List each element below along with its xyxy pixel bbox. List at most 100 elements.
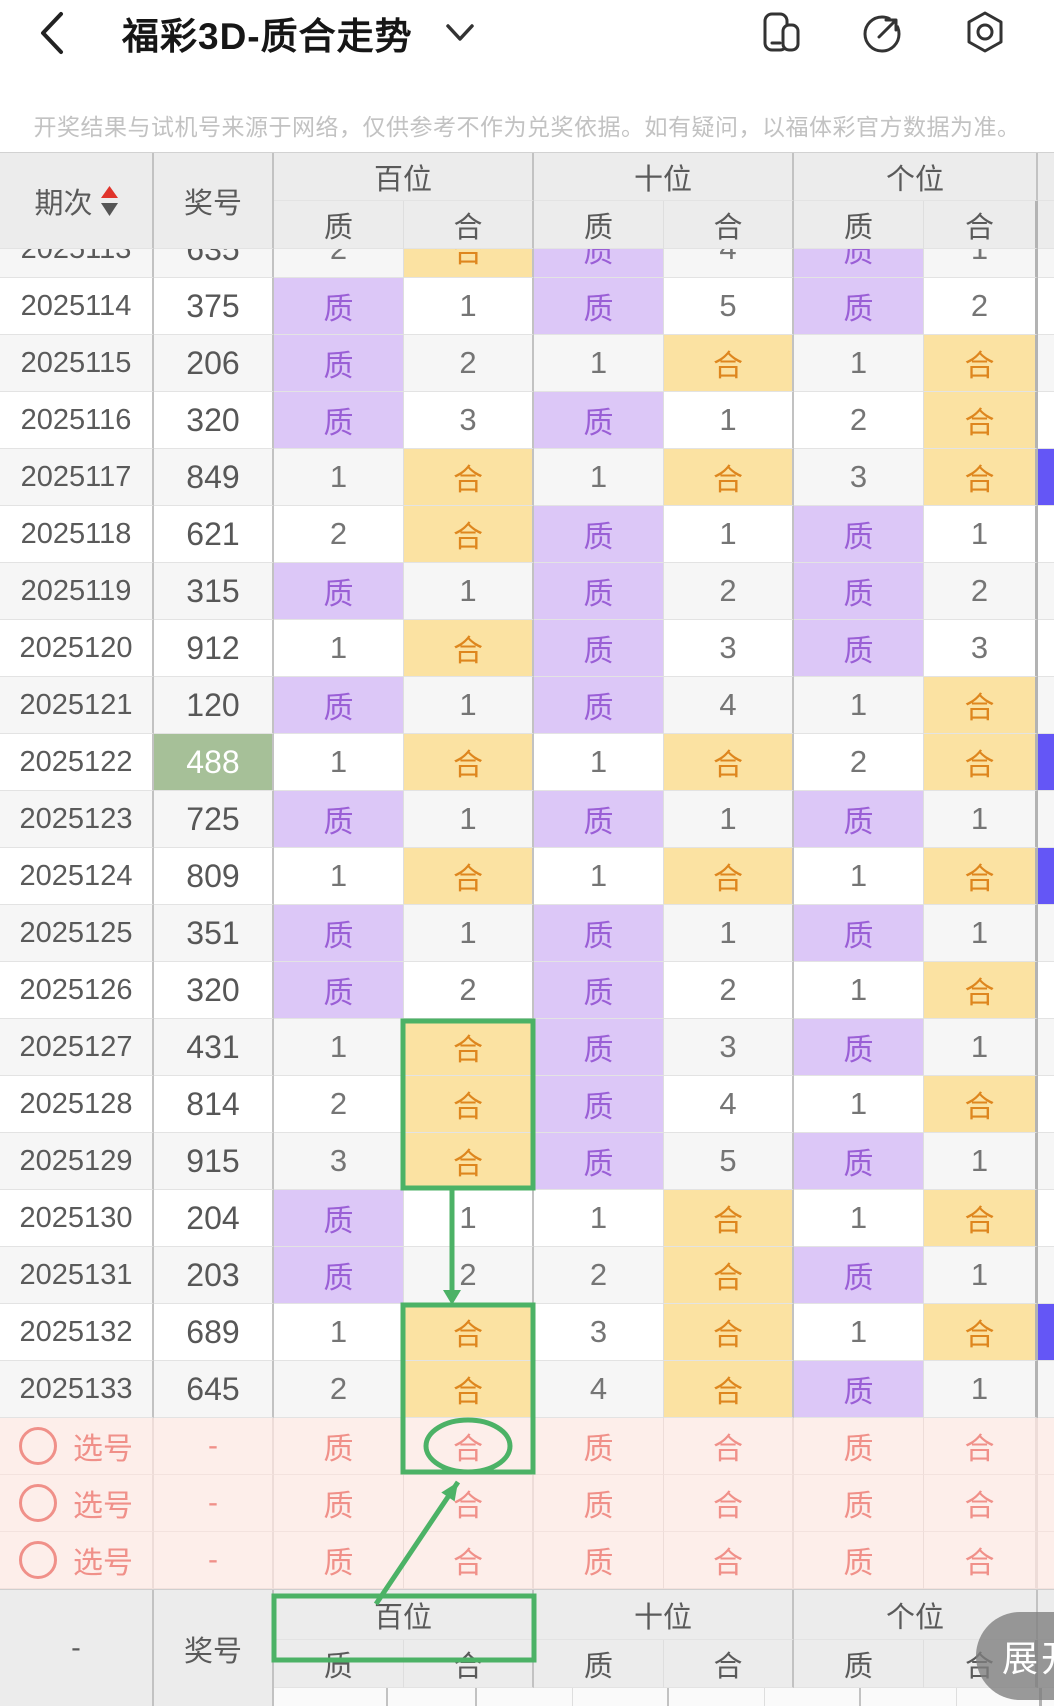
omission-cell: 1 (924, 1019, 1038, 1076)
share-button[interactable] (860, 10, 906, 56)
zhi-cell: 质 (534, 278, 664, 335)
draw-number-cell: 204 (154, 1190, 274, 1247)
draw-number-cell: 635 (154, 249, 274, 278)
omission-cell: 1 (404, 677, 534, 734)
he-cell: 合 (404, 506, 534, 563)
table-row: 2025126 320 质 2 质 2 1 合 (0, 962, 1054, 1019)
share-icon (863, 15, 901, 53)
footer-subheader-cell: 合 (664, 1640, 794, 1688)
pages-button[interactable] (758, 10, 804, 56)
table-row: 2025117 849 1 合 1 合 3 合 (0, 449, 1054, 506)
he-cell: 合 (664, 449, 794, 506)
subheader-cell: 合 (664, 201, 794, 249)
draw-number-cell: 375 (154, 278, 274, 335)
footer-subheader-cell: 合 (404, 1640, 534, 1688)
radio-circle-icon[interactable] (19, 1484, 57, 1522)
table-body: 20251136352合质4质12025114375质1质5质220251152… (0, 249, 1054, 1589)
he-cell: 合 (664, 1190, 794, 1247)
back-chevron-icon (41, 12, 63, 54)
pick-option-cell[interactable]: 质 (534, 1418, 664, 1475)
pick-option-cell[interactable]: 质 (274, 1475, 404, 1532)
pick-option-cell[interactable]: 合 (404, 1475, 534, 1532)
table-row: 2025123 725 质 1 质 1 质 1 (0, 791, 1054, 848)
pick-cell[interactable]: 选号 (0, 1475, 154, 1532)
radio-circle-icon[interactable] (19, 1541, 57, 1579)
title-dropdown-button[interactable] (443, 22, 477, 44)
zhi-cell: 质 (274, 677, 404, 734)
edge-cell (1038, 249, 1054, 278)
edge-cell (1038, 1418, 1054, 1475)
pick-option-cell[interactable]: 合 (404, 1532, 534, 1589)
pick-option-cell[interactable]: 合 (924, 1475, 1038, 1532)
zhi-cell: 质 (794, 249, 924, 278)
pick-cell[interactable]: 选号 (0, 1418, 154, 1475)
omission-cell: 3 (404, 392, 534, 449)
omission-cell: 2 (274, 1076, 404, 1133)
edge-cell (1038, 1361, 1054, 1418)
omission-cell: 4 (664, 677, 794, 734)
footer-group-header-0: 百位 (274, 1590, 534, 1640)
footer-strip-cell (387, 1688, 477, 1706)
draw-number-cell: 621 (154, 506, 274, 563)
zhi-cell: 质 (274, 905, 404, 962)
omission-cell: 1 (274, 1304, 404, 1361)
omission-cell: 4 (534, 1361, 664, 1418)
period-cell: 2025120 (0, 620, 154, 677)
table-header: 期次 奖号 百位 十位 个位质合质合质合 (0, 153, 1054, 249)
pick-option-cell[interactable]: 合 (664, 1532, 794, 1589)
pick-option-cell[interactable]: 质 (534, 1532, 664, 1589)
omission-cell: 2 (664, 563, 794, 620)
pick-option-cell[interactable]: 质 (794, 1532, 924, 1589)
subheader-row: 质合质合质合 (274, 201, 1054, 249)
pick-option-cell[interactable]: 合 (924, 1532, 1038, 1589)
zhi-cell: 质 (794, 1361, 924, 1418)
draw-number-cell: 351 (154, 905, 274, 962)
pick-option-cell[interactable]: 质 (274, 1532, 404, 1589)
pick-option-cell[interactable]: 质 (794, 1418, 924, 1475)
he-cell: 合 (404, 1361, 534, 1418)
he-cell: 合 (664, 1247, 794, 1304)
back-button[interactable] (36, 3, 80, 63)
omission-cell: 1 (664, 791, 794, 848)
sort-icon[interactable] (100, 185, 118, 216)
draw-number-cell: 206 (154, 335, 274, 392)
pick-option-cell[interactable]: 合 (664, 1475, 794, 1532)
omission-cell: 1 (924, 791, 1038, 848)
settings-button[interactable] (962, 10, 1008, 56)
omission-cell: 1 (664, 905, 794, 962)
pick-option-cell[interactable]: 质 (274, 1418, 404, 1475)
pick-option-cell[interactable]: 合 (404, 1418, 534, 1475)
zhi-cell: 质 (794, 1019, 924, 1076)
omission-cell: 1 (404, 1190, 534, 1247)
radio-circle-icon[interactable] (19, 1427, 57, 1465)
zhi-cell: 质 (534, 620, 664, 677)
he-cell: 合 (924, 392, 1038, 449)
omission-cell: 4 (664, 249, 794, 278)
omission-cell: 1 (534, 449, 664, 506)
table-row: 2025115 206 质 2 1 合 1 合 (0, 335, 1054, 392)
table-row: 2025120 912 1 合质 3 质 3 (0, 620, 1054, 677)
zhi-cell: 质 (274, 1190, 404, 1247)
omission-cell: 1 (274, 848, 404, 905)
footer-number-header: 奖号 (154, 1590, 274, 1706)
pick-option-cell[interactable]: 质 (534, 1475, 664, 1532)
digit-group-headers: 百位 十位 个位质合质合质合 (274, 153, 1054, 249)
pick-option-cell[interactable]: 合 (664, 1418, 794, 1475)
expand-button[interactable]: 展开 (976, 1612, 1054, 1700)
he-cell: 合 (664, 848, 794, 905)
he-cell: 合 (404, 848, 534, 905)
pick-option-cell[interactable]: 合 (924, 1418, 1038, 1475)
table-row: 2025119 315 质 1 质 2 质 2 (0, 563, 1054, 620)
table-row: 2025118 621 2 合质 1 质 1 (0, 506, 1054, 563)
edge-cell (1038, 1076, 1054, 1133)
omission-cell: 2 (274, 506, 404, 563)
pick-cell[interactable]: 选号 (0, 1532, 154, 1589)
edge-cell (1038, 620, 1054, 677)
page-title: 福彩3D-质合走势 (122, 16, 413, 57)
edge-cell (1038, 962, 1054, 1019)
pick-option-cell[interactable]: 质 (794, 1475, 924, 1532)
he-cell: 合 (664, 335, 794, 392)
edge-header-cell (1038, 153, 1054, 201)
period-header[interactable]: 期次 (0, 153, 154, 249)
he-cell: 合 (924, 335, 1038, 392)
